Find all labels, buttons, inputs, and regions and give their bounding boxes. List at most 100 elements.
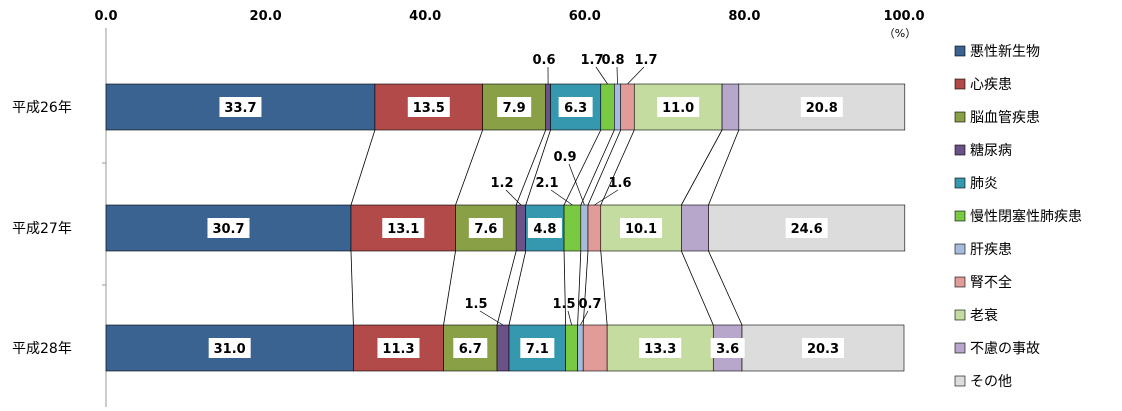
connector-line [444, 251, 456, 325]
data-label: 6.7 [459, 342, 482, 357]
x-tick-label: 20.0 [250, 9, 282, 24]
data-label: 1.5 [552, 297, 575, 312]
x-tick-label: 0.0 [94, 9, 117, 24]
legend-label: 老衰 [970, 307, 998, 324]
category-label: 平成27年 [12, 221, 72, 237]
connector-line [564, 251, 566, 325]
data-label: 0.7 [578, 297, 601, 312]
connector-line [601, 251, 607, 325]
leader-line [569, 164, 584, 205]
category-label: 平成26年 [12, 100, 72, 116]
connector-line [578, 251, 581, 325]
data-label: 7.9 [503, 101, 526, 116]
data-label: 1.7 [580, 53, 603, 68]
data-label: 6.3 [564, 101, 587, 116]
legend-label: 肝疾患 [970, 242, 1012, 258]
data-label: 7.6 [474, 222, 497, 237]
legend-swatch [955, 211, 965, 221]
legend-swatch [955, 79, 965, 89]
data-label: 2.1 [535, 176, 558, 191]
connector-line [564, 130, 601, 205]
bar-segment [614, 84, 620, 130]
bar-segment [722, 84, 739, 130]
data-label: 31.0 [214, 342, 246, 357]
data-label: 7.1 [526, 342, 549, 357]
data-label: 10.1 [625, 222, 657, 237]
leader-line [551, 190, 572, 205]
data-label: 0.8 [601, 53, 624, 68]
bar-segment [516, 205, 526, 251]
x-tick-label: 60.0 [569, 9, 601, 24]
unit-label: （%） [884, 27, 916, 40]
leader-line [480, 311, 503, 325]
bar-segment [581, 205, 588, 251]
bar-segment [621, 84, 635, 130]
bar-segment [583, 325, 607, 371]
legend-label: 肺炎 [970, 176, 998, 192]
legend-swatch [955, 145, 965, 155]
bar-segment [578, 325, 584, 371]
data-label: 1.2 [490, 176, 513, 191]
data-label: 20.3 [807, 342, 839, 357]
data-label: 33.7 [224, 101, 256, 116]
legend-swatch [955, 343, 965, 353]
legend-label: 腎不全 [970, 274, 1012, 291]
legend-swatch [955, 244, 965, 254]
data-label: 20.8 [806, 101, 838, 116]
data-label: 0.6 [532, 53, 555, 68]
connector-line [351, 251, 353, 325]
leader-line [627, 67, 644, 84]
bar-segment [588, 205, 601, 251]
data-label: 13.5 [413, 101, 445, 116]
legend-label: 心疾患 [970, 77, 1012, 93]
category-label: 平成28年 [12, 341, 72, 357]
data-label: 24.6 [791, 222, 823, 237]
bar-segment [566, 325, 578, 371]
legend-label: 慢性閉塞性肺疾患 [970, 208, 1082, 225]
connector-line [708, 251, 742, 325]
leader-line [568, 311, 572, 325]
connector-line [351, 130, 375, 205]
data-label: 13.1 [387, 222, 419, 237]
data-label: 0.9 [553, 150, 576, 165]
data-label: 1.7 [634, 53, 657, 68]
data-label: 11.3 [382, 342, 414, 357]
bar-segment [564, 205, 581, 251]
data-label: 3.6 [716, 342, 739, 357]
x-tick-label: 80.0 [728, 9, 760, 24]
leader-line [596, 67, 608, 84]
bar-segment [497, 325, 509, 371]
x-tick-label: 40.0 [409, 9, 441, 24]
data-label: 30.7 [212, 222, 244, 237]
connector-line [581, 130, 615, 205]
connector-line [516, 130, 546, 205]
legend-swatch [955, 178, 965, 188]
connector-line [583, 251, 588, 325]
connector-line [588, 130, 621, 205]
legend-label: 不慮の事故 [970, 341, 1040, 357]
legend-label: 糖尿病 [970, 143, 1012, 159]
connector-line [708, 130, 738, 205]
bar-segment [681, 205, 708, 251]
connector-line [526, 130, 551, 205]
legend-swatch [955, 376, 965, 386]
data-label: 4.8 [533, 222, 556, 237]
bar-segment [601, 84, 615, 130]
legend-label: その他 [970, 374, 1012, 390]
data-label: 1.6 [608, 176, 631, 191]
legend-label: 脳血管疾患 [970, 110, 1040, 126]
legend-swatch [955, 277, 965, 287]
data-label: 13.3 [644, 342, 676, 357]
connector-line [681, 130, 722, 205]
legend-swatch [955, 112, 965, 122]
connector-line [681, 251, 713, 325]
data-label: 11.0 [662, 101, 694, 116]
connector-line [456, 130, 483, 205]
x-tick-label: 100.0 [883, 9, 924, 24]
bar-segment [546, 84, 551, 130]
legend-label: 悪性新生物 [970, 44, 1040, 60]
legend-swatch [955, 310, 965, 320]
data-label: 1.5 [464, 297, 487, 312]
